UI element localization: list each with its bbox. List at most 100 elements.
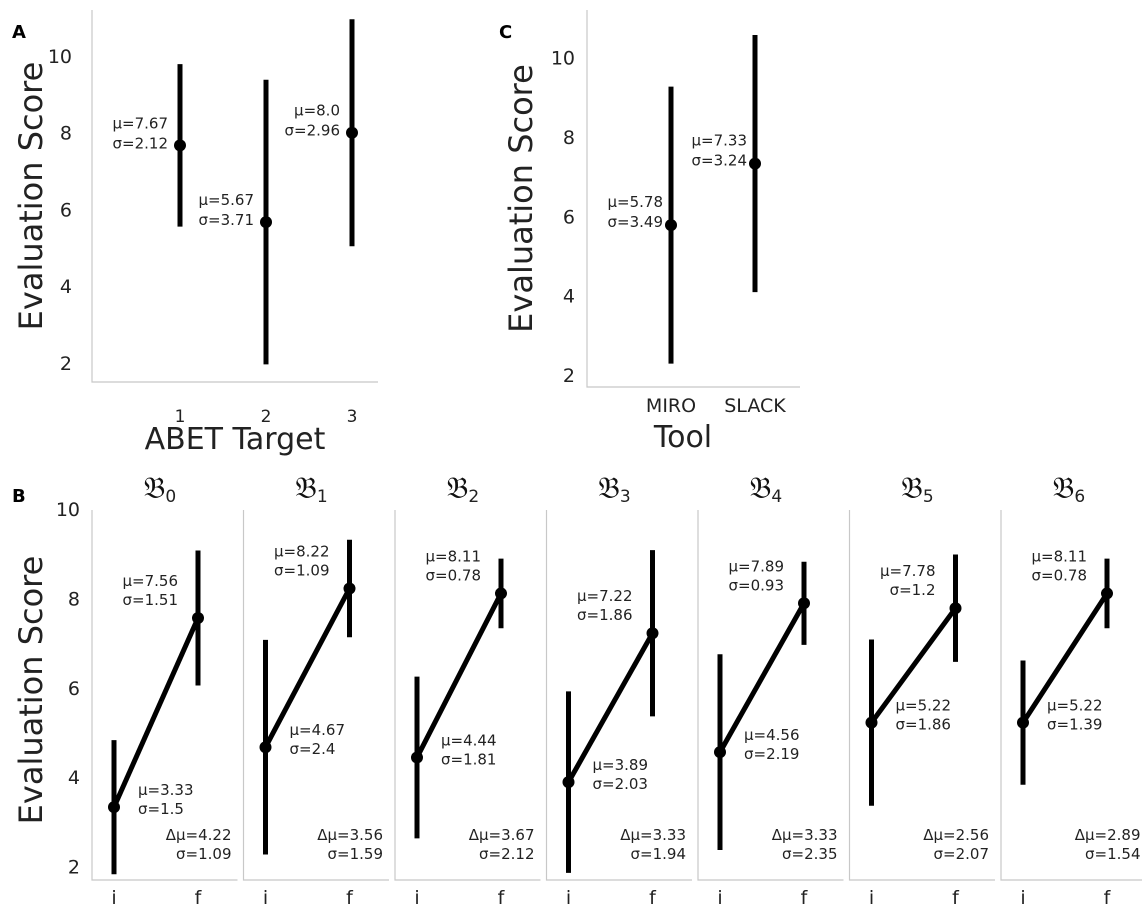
panel-b-delta-mean-label: Δμ=3.67 (469, 826, 535, 844)
panel-b-initial-point (108, 801, 120, 813)
panel-b-initial-mean-label: μ=4.56 (744, 726, 800, 744)
panel-a-mean-label: μ=7.67 (112, 114, 168, 132)
panel-a-mean-label: μ=8.0 (294, 102, 340, 120)
panel-b-xtick-f: f (1104, 887, 1112, 909)
panel-c-xtick: MIRO (646, 395, 696, 417)
panel-a-ytick: 2 (60, 353, 72, 375)
panel-b-final-point (1101, 587, 1113, 599)
panel-b-final-point (495, 587, 507, 599)
panel-a-ylabel: Evaluation Score (12, 62, 50, 331)
panel-b-xtick-f: f (195, 887, 203, 909)
panel-c-ytick: 2 (563, 365, 575, 387)
panel-b-initial-mean-label: μ=4.67 (290, 721, 346, 739)
panel-b-final-mean-label: μ=8.22 (274, 543, 330, 561)
panel-b-initial-mean-label: μ=3.33 (138, 781, 194, 799)
panel-b-xtick-f: f (952, 887, 960, 909)
panel-b-final-point (950, 602, 962, 614)
panel-b-initial-point (714, 746, 726, 758)
panel-a-sigma-label: σ=2.12 (113, 134, 168, 152)
panel-b-delta-sigma-label: σ=2.35 (782, 845, 837, 863)
panel-b-initial-point (866, 717, 878, 729)
panel-c-ylabel: Evaluation Score (502, 64, 540, 333)
panel-letter-a: A (12, 22, 26, 43)
panel-c-mean-label: μ=7.33 (691, 132, 747, 150)
panel-b-initial-mean-label: μ=5.22 (1047, 697, 1103, 715)
panel-b-final-sigma-label: σ=1.86 (577, 606, 632, 624)
panel-b-final-point (647, 627, 659, 639)
panel-b-initial-mean-label: μ=3.89 (593, 756, 649, 774)
panel-b-initial-sigma-label: σ=1.39 (1047, 716, 1102, 734)
panel-a-ytick: 10 (48, 46, 72, 68)
panel-b-xtick-f: f (498, 887, 506, 909)
panel-b-xtick-i: i (414, 887, 419, 909)
panel-c-point (749, 158, 761, 170)
panel-b-ylabel: Evaluation Score (12, 556, 50, 825)
panel-b-subplot-title: 𝔅5 (901, 471, 934, 507)
panel-b-delta-mean-label: Δμ=3.56 (317, 826, 383, 844)
panel-b-initial-sigma-label: σ=1.86 (896, 716, 951, 734)
panel-a-point (174, 139, 186, 151)
panel-c-xtick: SLACK (724, 395, 786, 417)
panel-b-subplot-title: 𝔅0 (144, 471, 177, 507)
panel-c-point (665, 219, 677, 231)
panel-b-final-sigma-label: σ=0.93 (729, 576, 784, 594)
panel-a-ytick: 4 (60, 276, 72, 298)
panel-b-final-mean-label: μ=8.11 (425, 547, 481, 565)
panel-b-subplot-title: 𝔅6 (1053, 471, 1086, 507)
panel-b-final-sigma-label: σ=1.2 (890, 581, 936, 599)
panel-a-point (346, 127, 358, 139)
panel-b-final-point (798, 597, 810, 609)
panel-b-delta-mean-label: Δμ=2.56 (923, 826, 989, 844)
panel-letter-c: C (499, 22, 512, 43)
panel-b-xtick-i: i (869, 887, 874, 909)
panel-b-xtick-i: i (566, 887, 571, 909)
panel-c-xlabel: Tool (653, 420, 712, 455)
panel-b-subplot-title: 𝔅3 (598, 471, 631, 507)
panel-b-initial-sigma-label: σ=2.03 (593, 775, 648, 793)
panel-b-initial-sigma-label: σ=2.19 (744, 745, 799, 763)
panel-b-initial-point (260, 741, 272, 753)
panel-b-xtick-i: i (263, 887, 268, 909)
panel-b-final-sigma-label: σ=1.51 (123, 591, 178, 609)
panel-a-ytick: 8 (60, 123, 72, 145)
panel-b-final-mean-label: μ=7.22 (577, 587, 633, 605)
panel-b-initial-point (563, 776, 575, 788)
panel-letter-b: B (12, 486, 26, 507)
panel-b-initial-sigma-label: σ=1.81 (441, 751, 496, 769)
panel-b-xtick-f: f (649, 887, 657, 909)
panel-b-final-point (344, 583, 356, 595)
panel-b-delta-sigma-label: σ=1.54 (1085, 845, 1140, 863)
panel-b-initial-mean-label: μ=5.22 (896, 697, 952, 715)
panel-b-ytick: 2 (68, 857, 80, 879)
panel-b-final-mean-label: μ=7.56 (122, 572, 178, 590)
panel-a-mean-label: μ=5.67 (198, 191, 254, 209)
panel-b-delta-mean-label: Δμ=3.33 (772, 826, 838, 844)
panel-b-final-sigma-label: σ=1.09 (274, 562, 329, 580)
panel-b-delta-mean-label: Δμ=2.89 (1075, 826, 1141, 844)
panel-b-xtick-f: f (346, 887, 354, 909)
panel-b-initial-point (411, 752, 423, 764)
panel-b-final-mean-label: μ=7.78 (880, 562, 936, 580)
panel-b-xtick-i: i (111, 887, 116, 909)
panel-b-final-mean-label: μ=8.11 (1031, 547, 1087, 565)
panel-b-xtick-i: i (717, 887, 722, 909)
panel-b-trend-line (114, 618, 198, 807)
panel-b-ytick: 4 (68, 767, 80, 789)
panel-a-xtick: 𝔆3 (347, 407, 358, 427)
panel-b-initial-sigma-label: σ=1.5 (138, 800, 184, 818)
panel-b-initial-mean-label: μ=4.44 (441, 732, 497, 750)
panel-b-initial-point (1017, 717, 1029, 729)
panel-b-ytick: 8 (68, 588, 80, 610)
panel-b-delta-sigma-label: σ=1.09 (176, 845, 231, 863)
panel-b-delta-mean-label: Δμ=3.33 (620, 826, 686, 844)
panel-c-ytick: 8 (563, 127, 575, 149)
panel-b-xtick-i: i (1020, 887, 1025, 909)
panel-b-delta-sigma-label: σ=1.59 (328, 845, 383, 863)
panel-a-sigma-label: σ=3.71 (199, 211, 254, 229)
panel-b-delta-sigma-label: σ=2.12 (479, 845, 534, 863)
panel-b-delta-sigma-label: σ=1.94 (631, 845, 686, 863)
panel-c-ytick: 4 (563, 286, 575, 308)
panel-a-sigma-label: σ=2.96 (285, 122, 340, 140)
panel-b-subplot-title: 𝔅1 (295, 471, 328, 507)
panel-b-ytick: 6 (68, 678, 80, 700)
